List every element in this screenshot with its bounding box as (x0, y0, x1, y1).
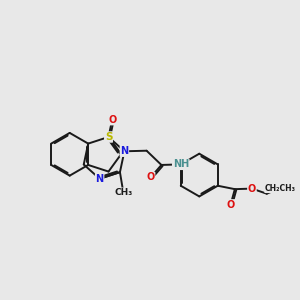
Text: NH: NH (172, 159, 189, 170)
Text: CH₂CH₃: CH₂CH₃ (265, 184, 296, 193)
Text: O: O (108, 115, 116, 125)
Text: N: N (96, 174, 104, 184)
Text: S: S (105, 132, 112, 142)
Text: O: O (248, 184, 256, 194)
Text: N: N (120, 146, 128, 156)
Text: O: O (226, 200, 235, 210)
Text: CH₃: CH₃ (114, 188, 133, 197)
Text: O: O (146, 172, 155, 182)
